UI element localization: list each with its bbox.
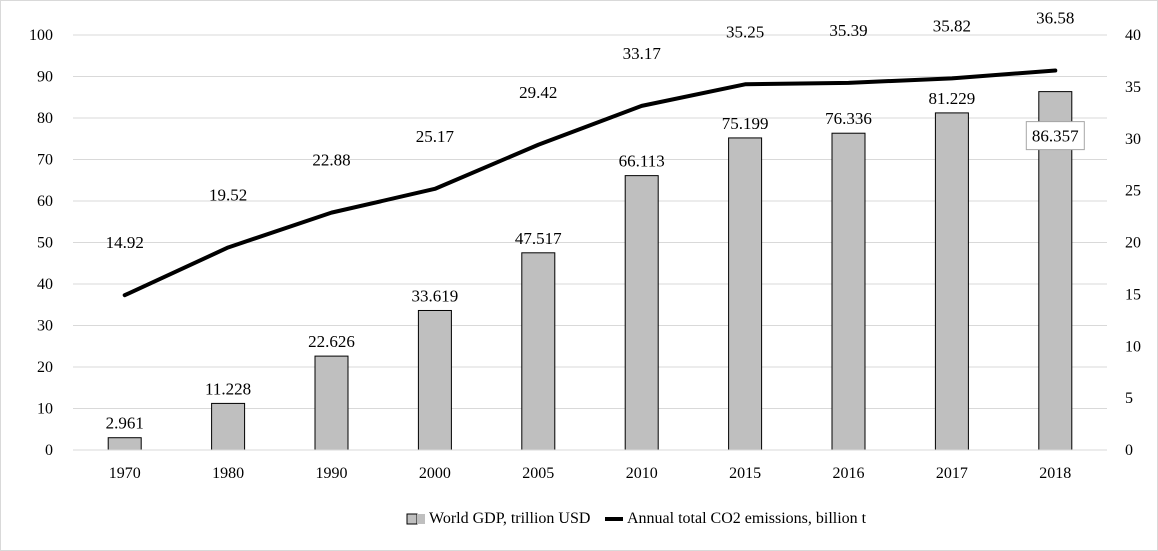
legend-swatch-gdp-fill bbox=[417, 514, 425, 524]
bar-data-label: 2.961 bbox=[106, 414, 144, 433]
y-left-tick-label: 0 bbox=[45, 442, 53, 459]
legend-label-co2: Annual total CO2 emissions, billion t bbox=[627, 510, 867, 527]
legend-label-gdp: World GDP, trillion USD bbox=[429, 510, 590, 527]
bar-data-label: 75.199 bbox=[722, 114, 769, 133]
gridlines bbox=[73, 34, 1107, 409]
x-tick-label: 2017 bbox=[936, 465, 968, 482]
y-right-tick-label: 10 bbox=[1125, 338, 1141, 355]
bar bbox=[624, 175, 659, 451]
y-right-tick-label: 0 bbox=[1125, 442, 1133, 459]
y-left-tick-label: 60 bbox=[37, 193, 53, 210]
y-right-tick-label: 5 bbox=[1125, 390, 1133, 407]
y-left-tick-label: 10 bbox=[37, 401, 53, 418]
y-left-tick-label: 80 bbox=[37, 110, 53, 127]
bar-data-label: 11.228 bbox=[205, 379, 251, 398]
x-tick-label: 1980 bbox=[212, 465, 244, 482]
bar-data-label: 22.626 bbox=[308, 332, 355, 351]
x-tick-label: 2016 bbox=[833, 465, 865, 482]
legend: World GDP, trillion USD Annual total CO2 … bbox=[406, 510, 867, 527]
bar bbox=[831, 132, 866, 451]
legend-swatch-gdp bbox=[406, 513, 418, 525]
y-left-tick-label: 40 bbox=[37, 276, 53, 293]
bar-data-label: 86.357 bbox=[1032, 127, 1079, 146]
x-tick-label: 2005 bbox=[522, 465, 554, 482]
bar-data-label: 47.517 bbox=[515, 229, 562, 248]
line-data-label: 25.17 bbox=[416, 127, 455, 146]
x-tick-label: 2000 bbox=[419, 465, 451, 482]
y-right-tick-label: 15 bbox=[1125, 286, 1141, 303]
line-data-label: 33.17 bbox=[623, 44, 662, 63]
bar bbox=[314, 355, 349, 451]
line-data-label: 29.42 bbox=[519, 83, 557, 102]
x-tick-label: 2015 bbox=[729, 465, 761, 482]
y-right-tick-label: 20 bbox=[1125, 235, 1141, 252]
line-series bbox=[122, 68, 1058, 298]
y-left-tick-label: 30 bbox=[37, 318, 53, 335]
x-tick-label: 1970 bbox=[109, 465, 141, 482]
y-left-tick-label: 70 bbox=[37, 152, 53, 169]
bar bbox=[1038, 91, 1073, 451]
y-right-tick-label: 30 bbox=[1125, 131, 1141, 148]
y-left-tick-label: 90 bbox=[37, 69, 53, 86]
line-data-label: 22.88 bbox=[312, 151, 350, 170]
line-data-label: 35.39 bbox=[829, 21, 867, 40]
bar-label-box bbox=[1025, 121, 1085, 151]
bar-data-label: 66.113 bbox=[619, 152, 665, 171]
bar bbox=[107, 437, 142, 451]
bar-data-label: 33.619 bbox=[412, 286, 459, 305]
bar bbox=[211, 402, 246, 451]
bar-data-label: 81.229 bbox=[929, 89, 976, 108]
bar bbox=[728, 137, 763, 451]
line-data-label: 36.58 bbox=[1036, 8, 1074, 27]
line-data-label: 14.92 bbox=[106, 233, 144, 252]
y-right-tick-label: 25 bbox=[1125, 183, 1141, 200]
bar bbox=[521, 252, 556, 451]
y-right-tick-label: 35 bbox=[1125, 79, 1141, 96]
bar-data-label: 76.336 bbox=[825, 109, 872, 128]
bar bbox=[417, 309, 452, 451]
bar bbox=[934, 112, 969, 451]
co2-line bbox=[122, 68, 1058, 298]
x-tick-label: 1990 bbox=[316, 465, 348, 482]
y-left-tick-label: 50 bbox=[37, 235, 53, 252]
x-tick-label: 2010 bbox=[626, 465, 658, 482]
line-data-label: 35.25 bbox=[726, 22, 764, 41]
y-right-tick-label: 40 bbox=[1125, 27, 1141, 44]
line-data-label: 19.52 bbox=[209, 185, 247, 204]
x-tick-label: 2018 bbox=[1039, 465, 1071, 482]
bar-series bbox=[107, 91, 1073, 451]
axes: 0 10 20 30 40 50 60 70 80 90 100 0 5 10 15 20 25 30 35 40 19… bbox=[29, 27, 1141, 482]
data-labels: 2.961 11.228 22.626 33.619 47.517 66.113 75.19… bbox=[106, 8, 1085, 433]
line-data-label: 35.82 bbox=[933, 16, 971, 35]
y-left-tick-label: 100 bbox=[29, 27, 53, 44]
y-left-tick-label: 20 bbox=[37, 359, 53, 376]
